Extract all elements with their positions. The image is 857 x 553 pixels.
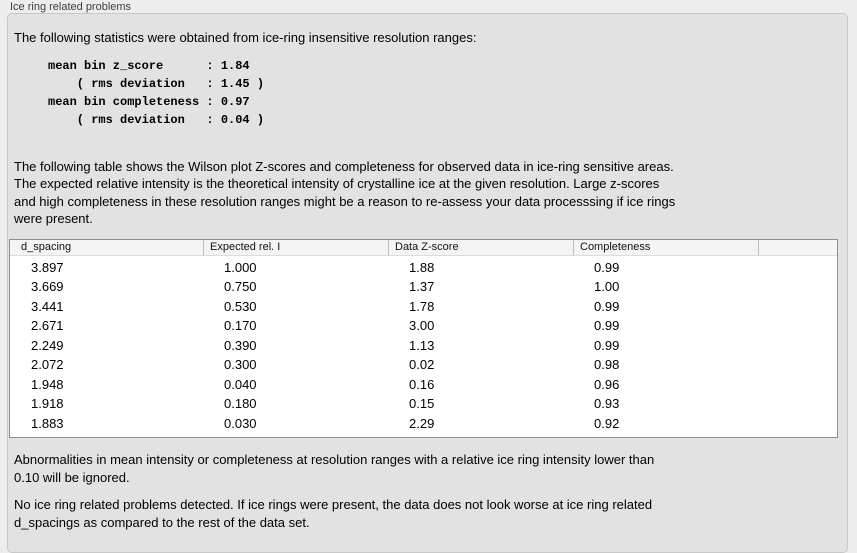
table-cell-blank	[758, 297, 837, 317]
table-cell: 0.180	[224, 396, 257, 411]
table-row[interactable]: 3.897 1.000 1.88 0.99	[10, 258, 837, 278]
table-cell: 2.249	[31, 337, 64, 353]
stats-intro-text: The following statistics were obtained f…	[14, 30, 477, 45]
table-cell: 1.37	[409, 279, 435, 294]
table-row[interactable]: 1.918 0.180 0.15 0.93	[10, 394, 837, 414]
table-cell: 0.750	[224, 279, 257, 294]
table-cell: 0.93	[594, 396, 620, 411]
table-cell: 0.99	[594, 298, 620, 314]
table-cell: 0.02	[409, 357, 435, 372]
table-cell-blank	[758, 355, 837, 375]
column-header-data-z-score[interactable]: Data Z-score	[388, 239, 573, 255]
ice-ring-report-window: { "panel": { "title": "Ice ring related …	[7, 1, 848, 553]
column-header-completeness[interactable]: Completeness	[573, 239, 758, 255]
table-cell: 0.99	[594, 259, 620, 275]
panel-title: Ice ring related problems	[10, 1, 132, 13]
table-cell: 0.99	[594, 318, 620, 333]
table-body: 3.897 1.000 1.88 0.99 3.669 0.750 1.37 1.00 3.44…	[10, 256, 837, 438]
table-cell: 0.040	[224, 376, 257, 392]
table-cell-blank	[758, 277, 837, 297]
table-cell: 0.170	[224, 318, 257, 333]
ignore-note-text: Abnormalities in mean intensity or compl…	[14, 452, 655, 485]
table-cell: 0.15	[409, 396, 435, 411]
table-cell: 1.883	[31, 415, 64, 431]
table-cell: 0.16	[409, 376, 435, 392]
table-cell: 1.13	[409, 337, 435, 353]
column-header-expected-rel-i[interactable]: Expected rel. I	[203, 239, 388, 255]
table-cell: 1.000	[224, 259, 257, 275]
table-row[interactable]: 3.669 0.750 1.37 1.00	[10, 277, 837, 297]
table-cell: 0.030	[224, 415, 257, 431]
column-header-blank[interactable]	[758, 239, 837, 255]
table-cell: 0.530	[224, 298, 257, 314]
conclusion-text: No ice ring related problems detected. I…	[14, 497, 653, 530]
table-row[interactable]: 2.671 0.170 3.00 0.99	[10, 316, 837, 336]
table-cell: 1.88	[409, 259, 435, 275]
stats-block: mean bin z_score : 1.84 ( rms deviation …	[48, 58, 265, 127]
table-cell: 2.29	[409, 415, 435, 431]
ice-ring-table: d_spacing Expected rel. I Data Z-score Comp…	[9, 238, 838, 438]
table-cell-blank	[758, 258, 837, 278]
table-cell: 1.948	[31, 376, 64, 392]
table-header-row: d_spacing Expected rel. I Data Z-score Comp…	[10, 239, 837, 256]
table-cell: 0.96	[594, 376, 620, 392]
table-cell-blank	[758, 336, 837, 356]
table-cell: 3.897	[31, 259, 64, 275]
table-cell: 3.669	[31, 279, 64, 294]
table-cell-blank	[758, 394, 837, 414]
table-cell: 0.390	[224, 337, 257, 353]
table-cell: 0.300	[224, 357, 257, 372]
table-cell: 1.918	[31, 396, 64, 411]
table-cell: 3.441	[31, 298, 64, 314]
table-cell: 1.78	[409, 298, 435, 314]
table-row[interactable]: 1.948 0.040 0.16 0.96	[10, 375, 837, 395]
table-cell: 0.99	[594, 337, 620, 353]
table-cell: 3.00	[409, 318, 435, 333]
table-row[interactable]: 3.441 0.530 1.78 0.99	[10, 297, 837, 317]
table-cell-blank	[758, 375, 837, 395]
table-cell: 2.072	[31, 357, 64, 372]
table-row[interactable]: 1.883 0.030 2.29 0.92	[10, 414, 837, 434]
table-row[interactable]: 2.249 0.390 1.13 0.99	[10, 336, 837, 356]
table-cell: 0.92	[594, 415, 620, 431]
column-header-d-spacing[interactable]: d_spacing	[21, 240, 72, 253]
table-cell: 1.00	[594, 279, 620, 294]
table-cell: 0.98	[594, 357, 620, 372]
table-row[interactable]: 2.072 0.300 0.02 0.98	[10, 355, 837, 375]
table-description-text: The following table shows the Wilson plo…	[14, 158, 676, 227]
ice-ring-groupbox: The following statistics were obtained f…	[7, 13, 848, 553]
table-cell: 2.671	[31, 318, 64, 333]
table-cell-blank	[758, 414, 837, 434]
table-cell-blank	[758, 316, 837, 336]
